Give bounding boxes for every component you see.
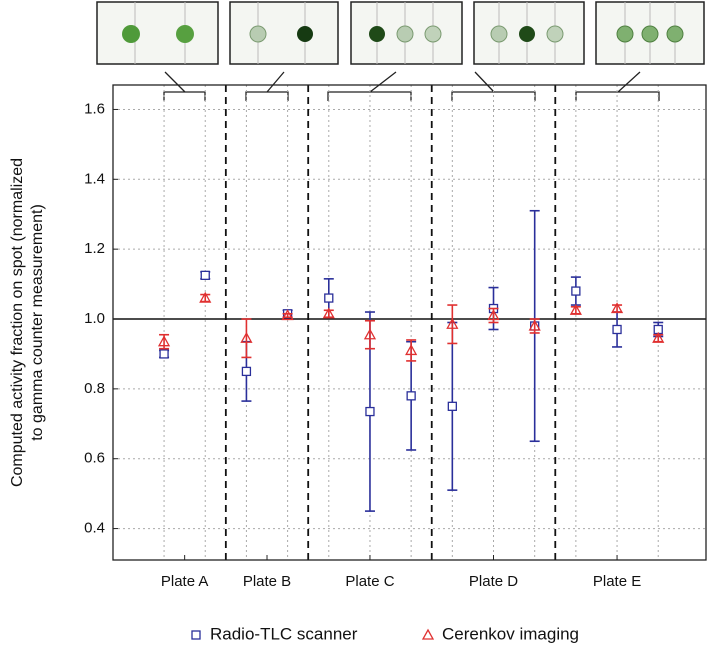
y-tick-label: 0.4	[84, 520, 105, 537]
spot	[490, 25, 508, 43]
thumbnail	[96, 1, 219, 65]
plot-area: 0.4 0.6 0.8 1.0 1.2 1.4 1.6 Plate A Plate B Plate…	[9, 84, 707, 643]
spot	[546, 25, 564, 43]
marker	[571, 286, 581, 296]
spot	[176, 25, 194, 43]
spot	[519, 26, 535, 42]
marker	[365, 406, 375, 417]
marker	[281, 309, 294, 321]
marker	[322, 307, 335, 319]
marker	[612, 324, 622, 335]
marker	[199, 291, 212, 303]
marker	[363, 328, 377, 340]
legend-marker	[191, 630, 201, 640]
marker	[405, 344, 418, 356]
spot	[666, 25, 684, 43]
marker	[240, 331, 253, 343]
plot-frame	[112, 84, 707, 561]
x-tick-label: Plate A	[161, 573, 209, 590]
marker	[528, 319, 541, 331]
y-tick-label: 1.2	[84, 240, 105, 257]
spot	[369, 26, 385, 42]
thumbnail	[229, 1, 339, 65]
spot	[297, 26, 313, 42]
y-tick-label: 0.6	[84, 450, 105, 467]
spot	[641, 25, 659, 43]
y-axis-label: Computed activity fraction on spot (norm…	[9, 158, 26, 487]
error-bar	[447, 304, 458, 345]
marker	[241, 366, 252, 377]
y-tick-label: 0.8	[84, 380, 105, 397]
marker	[159, 349, 169, 359]
spot	[616, 25, 634, 43]
y-axis-label: to gamma counter measurement)	[29, 204, 46, 441]
marker	[610, 302, 624, 314]
error-bar	[364, 319, 375, 350]
marker	[447, 401, 457, 411]
marker	[406, 391, 416, 401]
legend-label: Cerenkov imaging	[442, 624, 579, 643]
spot	[122, 25, 140, 43]
plate-thumbnails	[96, 1, 705, 65]
marker	[487, 309, 500, 321]
marker	[569, 303, 582, 315]
marker	[446, 317, 459, 329]
spot	[249, 25, 267, 43]
spot	[424, 25, 442, 43]
x-tick-label: Plate E	[593, 573, 641, 590]
error-bar	[406, 339, 417, 362]
spot	[396, 25, 414, 43]
legend-marker	[421, 628, 435, 640]
x-tick-label: Plate B	[243, 573, 291, 590]
marker	[652, 331, 665, 343]
marker	[324, 293, 334, 303]
legend-label: Radio-TLC scanner	[210, 624, 358, 643]
marker	[157, 335, 171, 347]
marker	[200, 270, 210, 280]
x-tick-label: Plate D	[469, 573, 518, 590]
error-bar	[241, 318, 252, 359]
y-tick-label: 1.0	[84, 310, 105, 327]
y-tick-label: 1.6	[84, 100, 105, 117]
y-tick-label: 1.4	[84, 170, 105, 187]
x-tick-label: Plate C	[345, 573, 394, 590]
